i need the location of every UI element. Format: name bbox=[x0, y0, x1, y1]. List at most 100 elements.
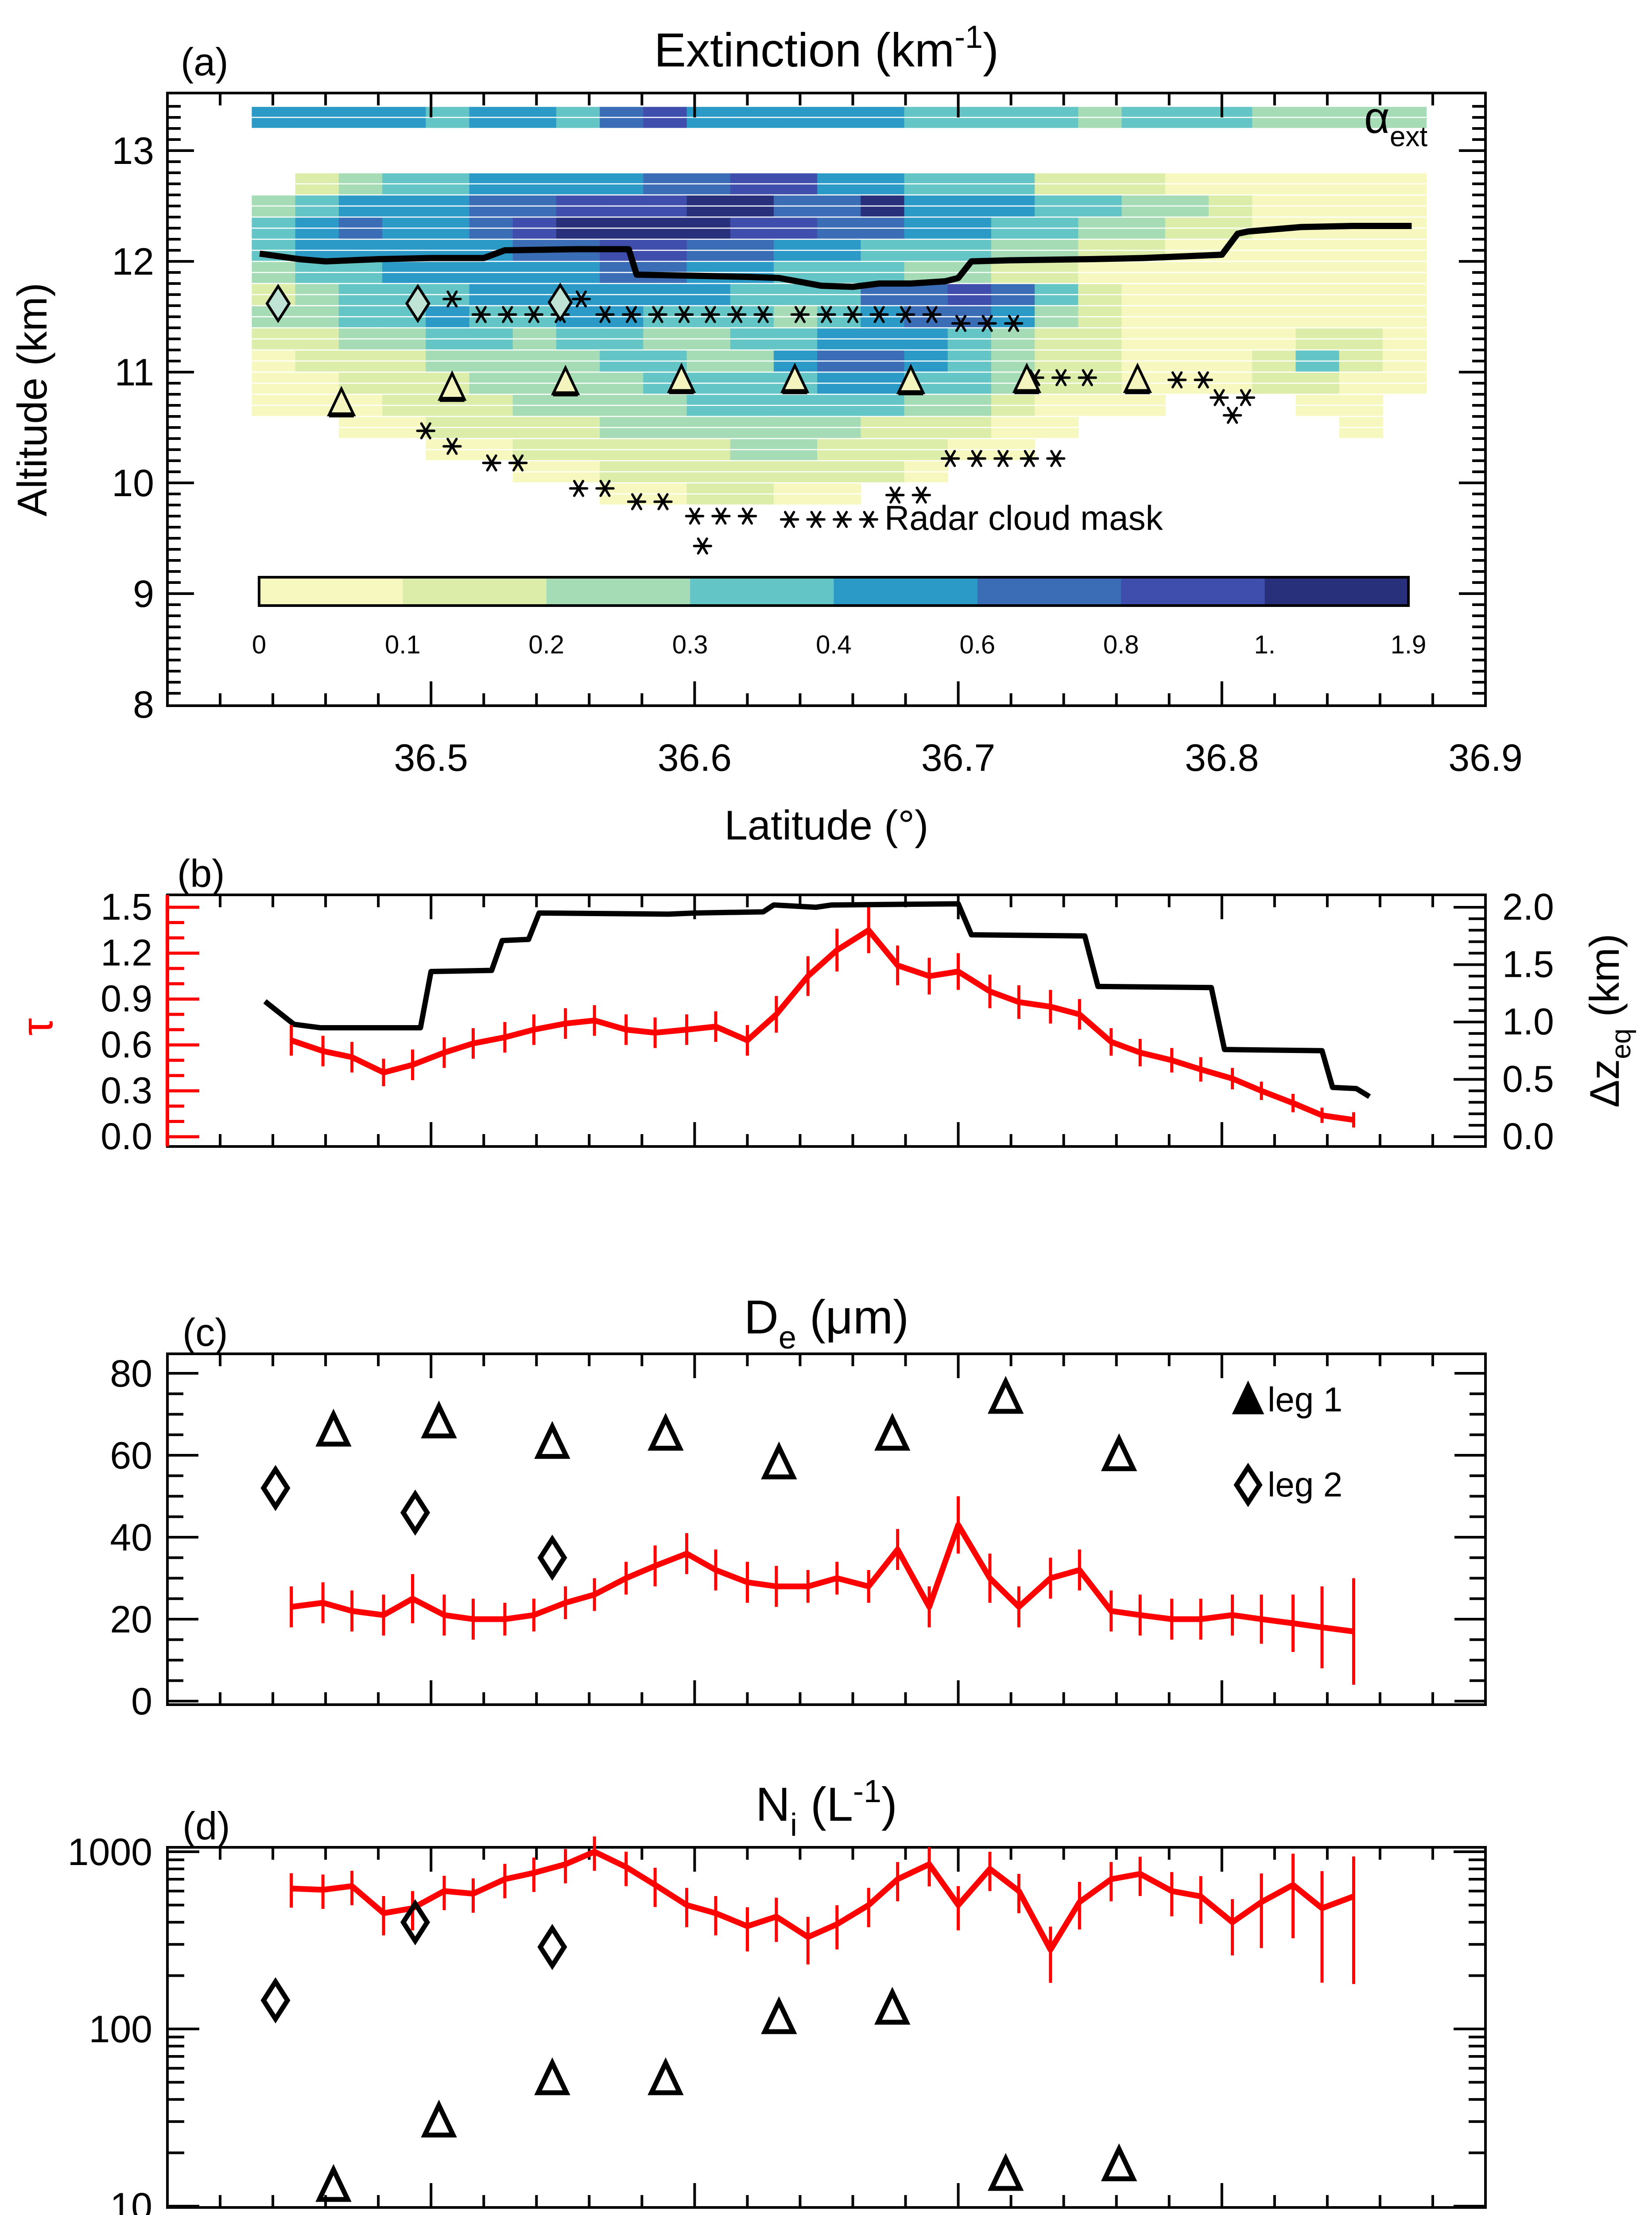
legend-leg1-marker bbox=[1232, 1380, 1264, 1414]
cloud-mask-asterisk bbox=[727, 306, 747, 323]
colorbar-label: 0.6 bbox=[960, 630, 996, 659]
leg1-triangle bbox=[648, 2057, 684, 2095]
colorbar-segment bbox=[834, 577, 978, 606]
cloud-mask-asterisk bbox=[832, 511, 852, 528]
tau-tick-label: 1.2 bbox=[101, 932, 152, 974]
tau-line bbox=[290, 927, 1354, 1123]
tau-axis-label: τ bbox=[12, 1018, 62, 1036]
cloud-mask-asterisk bbox=[621, 306, 641, 323]
tau-tick-label: 0.9 bbox=[101, 978, 152, 1019]
colorbar-segment bbox=[546, 577, 690, 606]
panel-a-title: Extinction (km-1) bbox=[654, 19, 999, 77]
alpha-ext-label: αext bbox=[1364, 93, 1427, 152]
leg1-triangle bbox=[1101, 2143, 1137, 2181]
cloud-mask-asterisk bbox=[753, 306, 773, 323]
cloud-mask-asterisk bbox=[595, 480, 615, 497]
colorbar-segment bbox=[259, 577, 403, 606]
colorbar-segment bbox=[403, 577, 547, 606]
cloud-mask-asterisk bbox=[498, 306, 517, 323]
cloud-mask-asterisk bbox=[859, 511, 878, 528]
leg1-triangle bbox=[534, 2057, 570, 2095]
cloud-mask-asterisk bbox=[627, 493, 647, 510]
cloud-mask-asterisk bbox=[1046, 450, 1066, 467]
cloud-mask-asterisk bbox=[977, 315, 997, 332]
colorbar-label: 0.8 bbox=[1103, 630, 1139, 659]
tau-tick-label: 0.0 bbox=[101, 1115, 152, 1157]
tau-tick-label: 1.5 bbox=[101, 886, 152, 928]
cloud-mask-asterisk bbox=[1236, 389, 1256, 406]
panel-b-label: (b) bbox=[177, 851, 225, 895]
colorbar-segment bbox=[690, 577, 834, 606]
tick-label: 36.5 bbox=[394, 737, 468, 779]
generated-graphics: 8 9 10 11 12 13 36.5 36.6 36.7 36.8 36.9 0 0.1 0.2 0.3… bbox=[68, 92, 1554, 2215]
cloud-mask-asterisk bbox=[1167, 371, 1187, 389]
leg1-triangle bbox=[648, 1413, 684, 1451]
panel-a-frame bbox=[166, 92, 1487, 707]
tick-label: 13 bbox=[112, 130, 154, 172]
colorbar-segment bbox=[1121, 577, 1265, 606]
cloud-mask-asterisk bbox=[869, 306, 889, 323]
colorbar-label: 0 bbox=[252, 630, 266, 659]
leg1-triangle bbox=[421, 2099, 457, 2138]
panel-a-label: (a) bbox=[181, 40, 229, 84]
colorbar-label: 0.4 bbox=[816, 630, 852, 659]
panel-d-title: Ni (L-1) bbox=[756, 1774, 897, 1843]
cloud-mask-asterisk bbox=[701, 306, 720, 323]
cloud-mask-asterisk bbox=[779, 511, 799, 528]
leg2-diamond bbox=[537, 1535, 567, 1581]
dz-tick-label: 0.0 bbox=[1502, 1115, 1554, 1157]
tick-label: 12 bbox=[112, 241, 154, 283]
panel-a-ylabel: Altitude (km) bbox=[9, 283, 55, 517]
cloud-mask-asterisk bbox=[595, 306, 615, 323]
cloud-mask-asterisk bbox=[922, 306, 942, 323]
cloud-mask-asterisk bbox=[442, 438, 462, 455]
panel-d-frame bbox=[166, 1846, 1487, 2209]
ni-line bbox=[291, 1849, 1355, 1953]
cloud-mask-asterisk bbox=[711, 507, 731, 525]
cloud-mask-asterisk bbox=[1004, 315, 1024, 332]
cloud-mask-asterisk bbox=[693, 537, 713, 555]
tick-label: 36.7 bbox=[921, 737, 995, 779]
cloud-mask-asterisk bbox=[951, 315, 971, 332]
cloud-mask-asterisk bbox=[806, 511, 826, 528]
dz-tick-label: 0.5 bbox=[1502, 1058, 1554, 1100]
leg2-diamond bbox=[400, 1899, 430, 1946]
legend-leg2-label: leg 2 bbox=[1268, 1465, 1342, 1504]
leg1-triangle bbox=[315, 2164, 352, 2202]
flight-diamond-marker bbox=[265, 284, 291, 323]
tau-tick-label: 0.3 bbox=[101, 1069, 152, 1111]
cloud-mask-asterisk bbox=[1020, 450, 1039, 467]
colorbar-label: 0.3 bbox=[672, 630, 708, 659]
cloud-mask-asterisk bbox=[674, 306, 694, 323]
cloud-mask-asterisk bbox=[471, 306, 491, 323]
cloud-mask-asterisk bbox=[482, 454, 501, 472]
tick-label: 0 bbox=[131, 1680, 152, 1723]
tick-label: 8 bbox=[133, 684, 154, 726]
colorbar-label: 0.2 bbox=[528, 630, 564, 659]
cloud-mask-asterisk bbox=[685, 507, 705, 525]
tick-label: 9 bbox=[133, 573, 154, 615]
legend-leg2-marker bbox=[1233, 1462, 1263, 1508]
panel-c-frame bbox=[166, 1352, 1487, 1706]
leg1-triangle bbox=[421, 1400, 457, 1438]
colorbar-label: 0.1 bbox=[385, 630, 421, 659]
tick-label: 36.6 bbox=[658, 737, 732, 779]
leg1-triangle bbox=[761, 1996, 797, 2034]
panel-d-label: (d) bbox=[182, 1804, 230, 1848]
leg1-triangle bbox=[874, 1986, 911, 2025]
leg1-triangle bbox=[874, 1413, 911, 1451]
tick-label: 1000 bbox=[68, 1831, 152, 1873]
tick-label: 10 bbox=[110, 2185, 152, 2215]
leg1-triangle bbox=[315, 1408, 352, 1447]
colorbar-frame bbox=[258, 576, 1410, 607]
dz-axis-label: Δzeq (km) bbox=[1581, 934, 1636, 1108]
tau-tick-label: 0.6 bbox=[101, 1024, 152, 1065]
colorbar-segment bbox=[1264, 577, 1409, 606]
panel-c-label: (c) bbox=[182, 1310, 228, 1354]
leg1-triangle bbox=[988, 1376, 1024, 1414]
tick-label: 11 bbox=[115, 351, 154, 394]
tick-label: 40 bbox=[110, 1516, 152, 1559]
cloud-mask-asterisk bbox=[790, 306, 810, 323]
cloud-mask-asterisk bbox=[416, 422, 436, 439]
panel-c-title: De (μm) bbox=[744, 1290, 909, 1356]
